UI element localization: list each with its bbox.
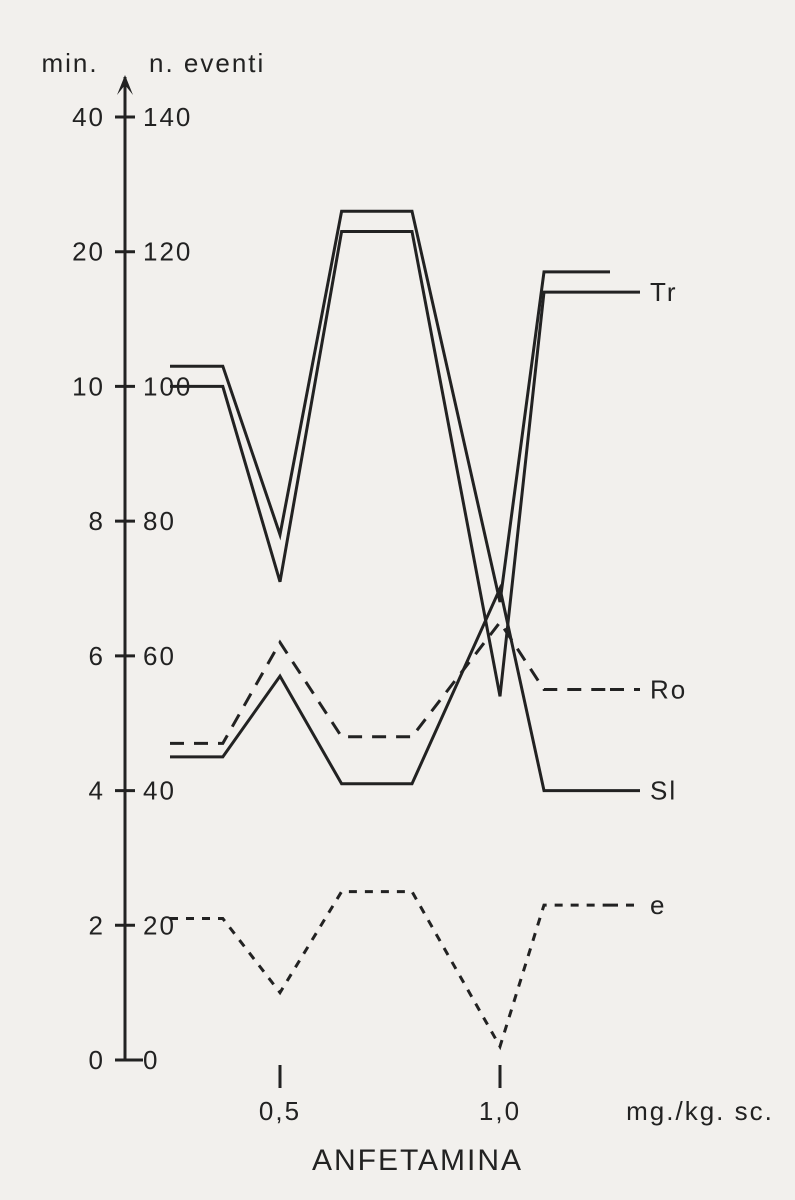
series-Tr-lower: [170, 232, 610, 697]
y-right-axis-label: n. eventi: [149, 48, 265, 78]
series-e: [170, 892, 610, 1047]
y-right-tick-label: 60: [143, 641, 176, 671]
series-e-label: e: [650, 890, 666, 920]
y-right-tick-label: 120: [143, 237, 192, 267]
y-left-tick-label: 40: [72, 102, 105, 132]
y-left-tick-label: 2: [89, 910, 105, 940]
y-right-tick-label: 140: [143, 102, 192, 132]
chart-container: 00202404606808100101202014040min.n. even…: [0, 0, 795, 1200]
line-chart: 00202404606808100101202014040min.n. even…: [0, 0, 795, 1200]
y-left-axis-label: min.: [41, 48, 98, 78]
y-left-tick-label: 6: [89, 641, 105, 671]
series-Tr-upper: [170, 211, 610, 602]
y-left-tick-label: 0: [89, 1045, 105, 1075]
y-right-tick-label: 40: [143, 776, 176, 806]
y-left-tick-label: 20: [72, 237, 105, 267]
y-right-tick-label: 20: [143, 910, 176, 940]
x-tick-label: 1,0: [479, 1096, 521, 1126]
series-Ro: [170, 622, 610, 743]
y-left-tick-label: 10: [72, 371, 105, 401]
x-axis-label: mg./kg. sc.: [626, 1096, 774, 1126]
y-left-tick-label: 8: [89, 506, 105, 536]
series-Tr-lower-label: Tr: [650, 277, 678, 307]
y-left-tick-label: 4: [89, 776, 105, 806]
series-Ro-label: Ro: [650, 675, 687, 705]
y-right-tick-label: 80: [143, 506, 176, 536]
y-right-tick-label: 0: [143, 1045, 159, 1075]
series-Sl-label: Sl: [650, 776, 677, 806]
x-tick-label: 0,5: [259, 1096, 301, 1126]
chart-title: ANFETAMINA: [312, 1144, 523, 1177]
